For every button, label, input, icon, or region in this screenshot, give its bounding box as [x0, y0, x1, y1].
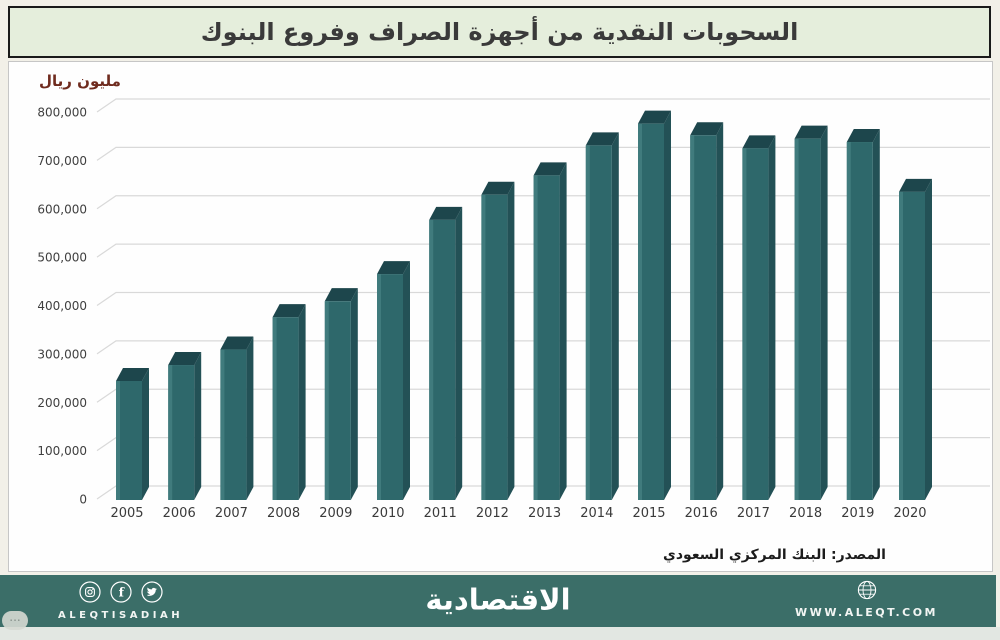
svg-text:2005: 2005 [110, 506, 143, 521]
footer-website-block: WWW.ALEQT.COM [795, 580, 938, 619]
brand-name-latin: ALEQTISADIAH [58, 610, 184, 621]
svg-text:200,000: 200,000 [37, 396, 87, 410]
svg-text:2018: 2018 [789, 506, 822, 521]
chart-area: 0 100,000 200,000 300,000 400,000 500,000 600,… [8, 61, 993, 572]
svg-text:2013: 2013 [528, 506, 561, 521]
svg-text:800,000: 800,000 [37, 106, 87, 120]
svg-text:700,000: 700,000 [37, 154, 87, 168]
svg-text:2007: 2007 [215, 506, 248, 521]
newspaper-logo: الاقتصادية [425, 582, 571, 617]
svg-text:f: f [118, 585, 125, 600]
svg-text:600,000: 600,000 [37, 202, 87, 216]
svg-text:400,000: 400,000 [37, 299, 87, 313]
svg-text:2008: 2008 [267, 506, 300, 521]
svg-text:2006: 2006 [163, 506, 196, 521]
svg-text:2014: 2014 [580, 506, 613, 521]
social-icon-row: f [78, 581, 163, 607]
svg-text:0: 0 [79, 493, 87, 507]
source-label: المصدر: البنك المركزي السعودي [663, 547, 886, 563]
title-band: السحوبات النقدية من أجهزة الصراف وفروع ا… [8, 6, 991, 58]
y-axis-unit-label: مليون ريال [39, 72, 121, 90]
chart-svg: 0 100,000 200,000 300,000 400,000 500,000 600,… [37, 98, 990, 521]
svg-text:2017: 2017 [737, 506, 770, 521]
svg-text:300,000: 300,000 [37, 347, 87, 361]
website-url: WWW.ALEQT.COM [795, 606, 938, 619]
svg-text:2009: 2009 [319, 506, 352, 521]
svg-text:2015: 2015 [632, 506, 665, 521]
svg-text:2010: 2010 [371, 506, 404, 521]
svg-text:2019: 2019 [841, 506, 874, 521]
instagram-icon [78, 581, 101, 607]
svg-text:500,000: 500,000 [37, 251, 87, 265]
footer-bar: f ALEQTISADIAH الاقتصادية [0, 575, 996, 627]
globe-icon [857, 580, 877, 604]
watermark-ellipsis: ... [2, 611, 28, 630]
svg-text:2020: 2020 [893, 506, 926, 521]
svg-text:2016: 2016 [685, 506, 718, 521]
twitter-icon [140, 581, 163, 607]
footer-social-block: f ALEQTISADIAH [58, 581, 183, 621]
bottom-strip [0, 627, 1000, 640]
facebook-icon: f [109, 581, 132, 607]
svg-text:100,000: 100,000 [37, 444, 87, 458]
svg-text:2012: 2012 [476, 506, 509, 521]
page-title: السحوبات النقدية من أجهزة الصراف وفروع ا… [200, 18, 799, 46]
svg-text:2011: 2011 [424, 506, 457, 521]
